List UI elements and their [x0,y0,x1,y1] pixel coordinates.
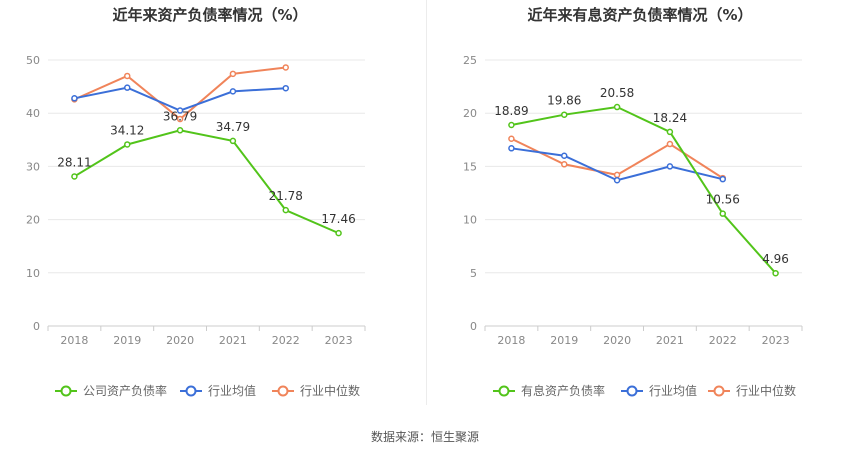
data-point-industry-mean [561,152,568,160]
data-point-industry-mean [719,175,726,183]
data-point-industry-mean [176,107,184,114]
data-point-industry-mean [613,176,621,184]
data-point-industry-median [282,64,289,71]
legend-label-industry-median: 行业中位数 [300,383,360,398]
chart-title: 近年来资产负债率情况（%） [112,6,307,24]
y-tick-label: 15 [463,160,477,173]
x-tick-label: 2020 [603,334,631,347]
y-tick-label: 20 [26,214,40,227]
x-tick-label: 2023 [325,334,353,347]
x-tick-label: 2021 [219,334,247,347]
x-tick-label: 2018 [60,334,88,347]
data-label: 21.78 [269,189,303,203]
data-label: 17.46 [321,212,355,226]
data-point-company [335,229,342,237]
y-tick-label: 10 [26,267,40,280]
data-label: 18.24 [653,111,687,125]
data-point-company [71,173,78,180]
series-line-company [511,105,777,274]
legend-marker-icon [626,385,638,397]
data-point-industry-median [176,115,184,123]
data-point-company [282,206,289,214]
chart-panel-interest-bearing-debt-ratio: 近年来有息资产负债率情况（%） 0 5 10 15 20 25 2018 2019 2020 202… [425,0,850,410]
data-point-company [176,127,184,134]
legend-marker-icon [713,385,725,397]
data-point-industry-median [124,72,131,80]
data-label: 34.79 [216,120,250,134]
x-tick-label: 2019 [550,334,578,347]
data-label: 28.11 [57,155,91,169]
chart-title: 近年来有息资产负债率情况（%） [527,6,752,24]
y-tick-label: 0 [33,320,40,333]
chart-interest-bearing-debt-ratio: 近年来有息资产负债率情况（%） 0 5 10 15 20 25 2018 2019 2020 202… [463,6,803,398]
legend-marker-icon [185,385,197,397]
legend-label-industry-median: 行业中位数 [736,383,796,398]
y-tick-label: 40 [26,107,40,120]
data-label: 20.58 [600,86,634,100]
legend-label-company: 公司资产负债率 [83,383,167,398]
data-label: 34.12 [110,123,144,137]
data-point-company [719,210,726,217]
data-label: 19.86 [547,94,581,108]
legend-label-industry-mean: 行业均值 [208,383,256,398]
panel-divider [426,0,427,405]
data-label: 4.96 [762,252,789,266]
data-label: 36.79 [163,109,197,123]
data-point-industry-mean [124,84,131,91]
chart-panel-debt-ratio: 近年来资产负债率情况（%） 0 10 20 30 40 50 2018 2019 2020 2021… [0,0,425,410]
legend-marker-icon [277,385,289,397]
y-tick-label: 10 [463,214,477,227]
data-point-industry-median [508,135,515,142]
x-tick-label: 2022 [272,334,300,347]
data-point-industry-mean [229,88,237,95]
x-tick-label: 2018 [497,334,525,347]
series-line-industry-mean [74,86,286,112]
x-tick-label: 2019 [113,334,141,347]
data-point-company [561,111,568,118]
x-tick-label: 2020 [166,334,194,347]
chart-debt-ratio: 近年来资产负债率情况（%） 0 10 20 30 40 50 2018 2019 2020 2021… [26,6,366,398]
legend-marker-icon [60,385,72,397]
data-point-industry-median [666,140,674,148]
data-point-company [613,103,621,111]
data-point-industry-mean [71,95,78,102]
data-label: 10.56 [706,193,740,207]
series-line-company [73,129,339,235]
x-tick-label: 2023 [762,334,790,347]
data-point-industry-mean [282,84,289,92]
y-tick-label: 30 [26,160,40,173]
y-tick-label: 5 [470,267,477,280]
data-point-industry-median [613,171,621,179]
data-point-company [124,141,131,148]
data-point-industry-median [561,161,568,168]
data-point-company [772,269,779,277]
data-point-company [229,137,237,145]
legend-marker-icon [498,385,510,397]
y-tick-label: 0 [470,320,477,333]
y-tick-label: 50 [26,54,40,67]
data-point-industry-mean [666,163,674,170]
data-point-industry-mean [508,145,515,152]
x-tick-label: 2021 [656,334,684,347]
data-label: 18.89 [494,104,528,118]
y-tick-label: 25 [463,54,477,67]
data-point-industry-median [229,70,237,78]
legend-label-industry-mean: 行业均值 [649,383,697,398]
data-point-company [508,121,515,129]
data-point-company [666,128,674,136]
x-tick-label: 2022 [709,334,737,347]
data-source-note: 数据来源：恒生聚源 [370,430,479,444]
legend-label-company: 有息资产负债率 [521,383,605,398]
y-tick-label: 20 [463,107,477,120]
